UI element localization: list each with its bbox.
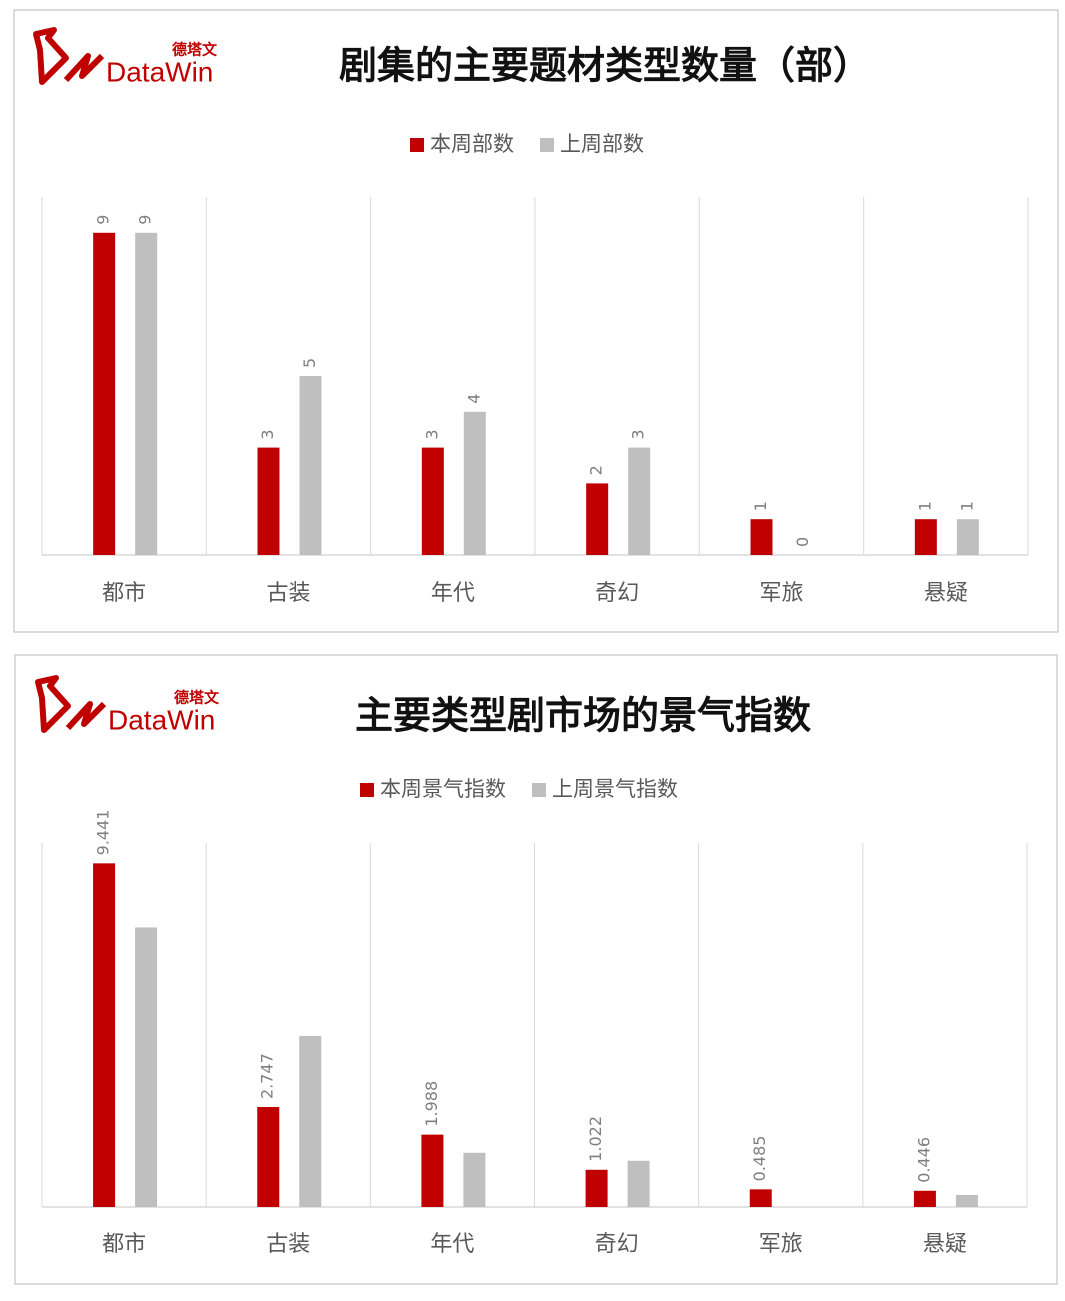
legend-label: 本周部数 [430,132,514,156]
bar [627,1160,650,1207]
x-tick-label: 悬疑 [924,581,968,606]
value-label: 1.988 [422,1081,441,1127]
x-tick-label: 都市 [102,1232,146,1257]
bar [463,411,486,555]
legend-swatch [532,783,546,797]
value-label: 9.441 [94,810,113,856]
x-tick-label: 年代 [430,1232,474,1257]
logo-mark [33,27,105,85]
bar [750,519,773,555]
x-tick-label: 古装 [266,1232,310,1257]
logo-text: DataWin [106,56,213,87]
bar [586,483,609,555]
x-tick-label: 都市 [102,581,146,606]
x-tick-label: 奇幻 [595,1232,639,1257]
bar [257,447,280,555]
bar [421,447,444,555]
bar [913,1190,936,1207]
bar [749,1189,772,1207]
value-label: 3 [422,429,441,439]
legend-label: 本周景气指数 [380,777,506,801]
value-label: 3 [258,429,277,439]
value-label: 1 [957,501,976,511]
bar [955,1194,978,1207]
value-label: 1 [751,501,770,511]
bar [628,447,651,555]
value-label: 2 [587,465,606,475]
panel [13,9,1059,633]
legend-label: 上周部数 [560,132,644,156]
x-tick-label: 古装 [266,581,310,606]
x-tick-label: 军旅 [759,1232,803,1257]
x-tick-label: 悬疑 [923,1232,967,1257]
bar [135,232,158,556]
logo-subtext: 德塔文 [174,689,220,707]
logo-subtext: 德塔文 [172,41,218,59]
x-tick-label: 军旅 [759,581,803,606]
bar [93,863,116,1207]
bar [93,232,116,556]
value-label: 1 [915,501,934,511]
bar [585,1169,608,1207]
x-tick-label: 年代 [431,581,475,606]
value-label: 4 [464,394,483,404]
bar [299,376,322,555]
legend-label: 上周景气指数 [552,777,678,801]
bar [299,1035,322,1207]
value-label: 1.022 [586,1116,605,1162]
value-label: 5 [300,358,319,368]
bar [257,1107,280,1207]
value-label: 3 [629,429,648,439]
value-label: 0 [793,537,812,547]
legend-swatch [360,783,374,797]
value-label: 9 [94,215,113,225]
legend-swatch [410,138,424,152]
bar [956,519,979,555]
bar [463,1152,486,1207]
value-label: 0.446 [914,1137,933,1183]
bar [421,1134,444,1207]
bar [914,519,937,555]
value-label: 0.485 [750,1136,769,1182]
chart-title: 主要类型剧市场的景气指数 [355,694,811,738]
x-tick-label: 奇幻 [595,581,639,606]
panel [14,654,1058,1285]
value-label: 2.747 [258,1053,277,1099]
bar [135,927,158,1207]
value-label: 9 [136,215,155,225]
logo-mark [35,675,107,733]
logo-text: DataWin [108,704,215,735]
chart-title: 剧集的主要题材类型数量（部） [339,44,871,88]
legend-swatch [540,138,554,152]
